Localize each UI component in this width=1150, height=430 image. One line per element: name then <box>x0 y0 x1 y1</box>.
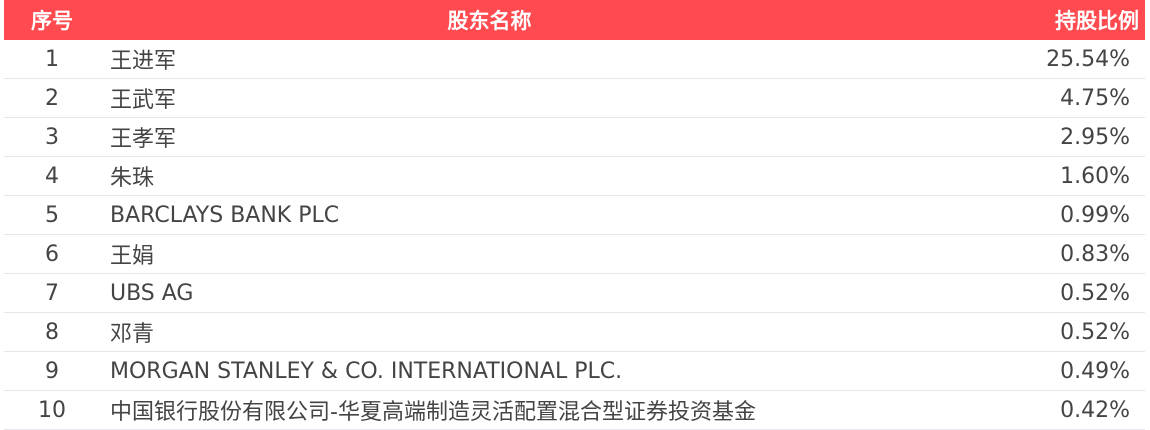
table-header: 序号 股东名称 持股比例 <box>4 0 1145 40</box>
row-index: 8 <box>45 319 59 345</box>
row-name: 朱珠 <box>110 166 155 191</box>
row-ratio: 25.54% <box>1046 46 1130 72</box>
row-index: 7 <box>45 280 59 306</box>
row-ratio: 4.75% <box>1060 85 1130 111</box>
row-index: 10 <box>38 397 66 423</box>
table-body: 1 王进军 25.54% 2 王武军 4.75% 3 王孝军 2.95% 4 朱珠 1.60% 5 BAR… <box>4 40 1145 430</box>
row-ratio: 0.42% <box>1060 397 1130 423</box>
row-name: 王孝军 <box>110 127 177 152</box>
row-index: 5 <box>45 202 59 228</box>
row-name: 王进军 <box>110 49 177 74</box>
shareholder-table: 序号 股东名称 持股比例 1 王进军 25.54% 2 王武军 4.75% 3 王孝军 2.95… <box>4 0 1145 430</box>
row-name: UBS AG <box>110 280 194 306</box>
row-ratio: 0.49% <box>1060 358 1130 384</box>
table-row: 6 王娟 0.83% <box>4 235 1145 274</box>
row-index: 4 <box>45 163 59 189</box>
table-row: 2 王武军 4.75% <box>4 79 1145 118</box>
table-row: 7 UBS AG 0.52% <box>4 274 1145 313</box>
table-row: 10 中国银行股份有限公司-华夏高端制造灵活配置混合型证券投资基金 0.42% <box>4 391 1145 430</box>
row-index: 9 <box>45 358 59 384</box>
row-index: 1 <box>45 46 59 72</box>
header-name: 股东名称 <box>447 9 532 33</box>
row-name: 中国银行股份有限公司-华夏高端制造灵活配置混合型证券投资基金 <box>110 400 756 425</box>
header-ratio: 持股比例 <box>1055 9 1139 33</box>
row-ratio: 1.60% <box>1060 163 1130 189</box>
table-row: 9 MORGAN STANLEY & CO. INTERNATIONAL PLC.… <box>4 352 1145 391</box>
row-name: 王娟 <box>110 244 155 269</box>
table-row: 5 BARCLAYS BANK PLC 0.99% <box>4 196 1145 235</box>
row-ratio: 2.95% <box>1060 124 1130 150</box>
row-name: 王武军 <box>110 88 177 113</box>
row-ratio: 0.99% <box>1060 202 1130 228</box>
row-ratio: 0.83% <box>1060 241 1130 267</box>
row-ratio: 0.52% <box>1060 280 1130 306</box>
row-name: MORGAN STANLEY & CO. INTERNATIONAL PLC. <box>110 358 623 384</box>
row-name: BARCLAYS BANK PLC <box>110 202 340 228</box>
row-name: 邓青 <box>110 322 155 347</box>
row-ratio: 0.52% <box>1060 319 1130 345</box>
table-row: 4 朱珠 1.60% <box>4 157 1145 196</box>
table-row: 3 王孝军 2.95% <box>4 118 1145 157</box>
header-index: 序号 <box>31 9 73 33</box>
row-index: 2 <box>45 85 59 111</box>
table-row: 8 邓青 0.52% <box>4 313 1145 352</box>
row-index: 6 <box>45 241 59 267</box>
row-index: 3 <box>45 124 59 150</box>
table-row: 1 王进军 25.54% <box>4 40 1145 79</box>
